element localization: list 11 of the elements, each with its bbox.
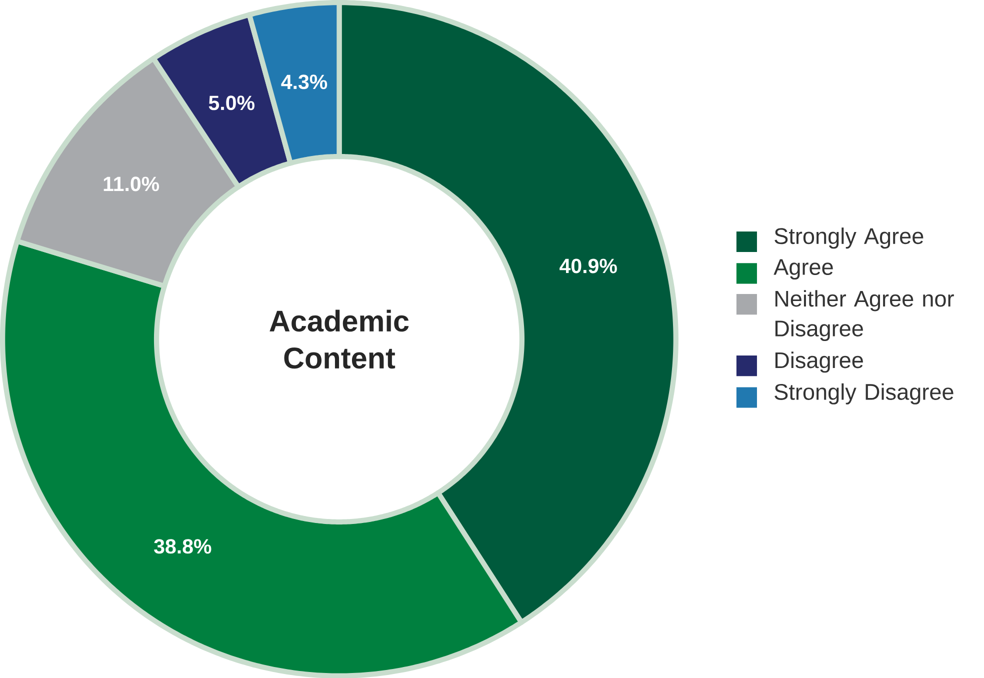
legend-label: Disagree [775,351,863,372]
data-label: 11.0% [104,176,160,192]
legend-label: Agree [774,259,833,280]
data-label: 4.3% [281,74,328,89]
text: Academic Content [270,310,409,368]
legend-label: Neither Agree nor Disagree [775,290,954,341]
legend-label: Strongly Disagree [774,383,954,404]
data-label: 38.8% [154,538,212,554]
data-label: 40.9% [560,258,617,274]
legend-label: Strongly Agree [774,227,924,248]
data-label: 5.0% [208,95,254,110]
